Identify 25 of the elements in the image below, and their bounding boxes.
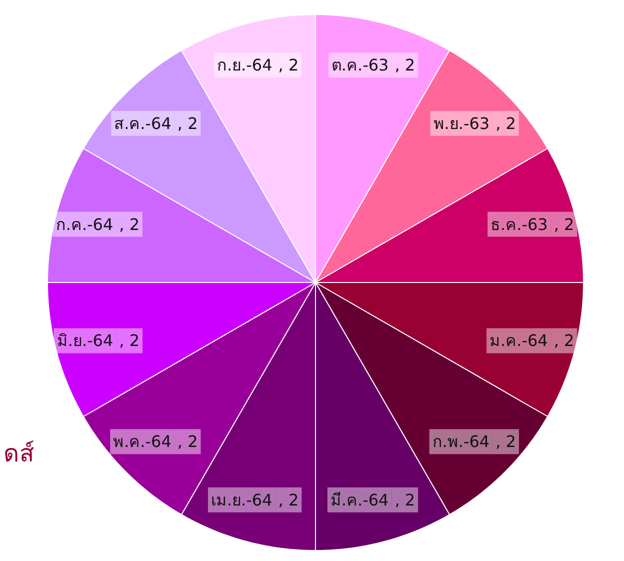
data-label: , 2	[496, 432, 516, 452]
data-label: , 2	[119, 214, 140, 234]
data-label: , 2	[278, 56, 299, 75]
slice-label: มี.ค.-64	[330, 490, 389, 510]
data-label: , 2	[278, 490, 299, 510]
data-label: , 2	[496, 114, 516, 133]
text: ดส์	[4, 440, 34, 468]
slice-label: ส.ค.-64	[114, 114, 172, 133]
data-label: , 2	[119, 331, 140, 350]
data-label: , 2	[554, 331, 574, 350]
slice-label: มิ.ย.-64	[56, 331, 114, 350]
slice-label: ม.ค.-64	[490, 331, 548, 350]
data-label: , 2	[554, 214, 574, 234]
data-label: , 2	[177, 432, 198, 452]
slice-label: พ.ย.-63	[433, 114, 490, 133]
slice-label: ต.ค.-63	[331, 56, 389, 75]
slice-label: ก.พ.-64	[432, 432, 490, 452]
slice-label: พ.ค.-64	[113, 432, 172, 452]
data-label: , 2	[394, 56, 416, 75]
slice-label: ธ.ค.-63	[490, 214, 548, 234]
data-label: , 2	[177, 114, 198, 133]
slice-label: ก.ค.-64	[56, 214, 114, 234]
slice-label: เม.ย.-64	[210, 490, 272, 510]
data-label: , 2	[394, 490, 416, 510]
slice-label: ก.ย.-64	[216, 56, 272, 75]
